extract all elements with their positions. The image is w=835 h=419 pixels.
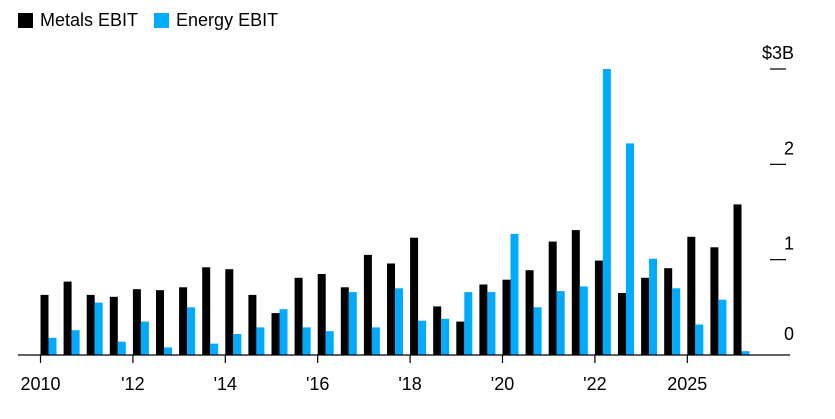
energy-bar-13 [348, 292, 357, 355]
energy-bar-29 [718, 299, 727, 355]
metals-bar-2 [86, 294, 95, 355]
metals-bar-1 [63, 281, 72, 355]
metals-bar-15 [387, 263, 395, 355]
metals-bar-14 [363, 254, 372, 355]
metals-bar-28 [687, 236, 696, 355]
energy-bar-7 [210, 343, 219, 355]
energy-bar-5 [164, 347, 172, 355]
energy-bar-25 [626, 143, 634, 355]
legend-item-metals: Metals EBIT [18, 8, 138, 32]
y-tick-label-1: 1 [784, 234, 794, 254]
metals-bar-3 [109, 296, 118, 355]
energy-bar-26 [649, 258, 658, 355]
metals-bar-22 [548, 241, 557, 355]
metals-bar-16 [410, 237, 419, 355]
energy-bar-11 [302, 327, 311, 355]
x-tick-label-0: 2010 [20, 374, 60, 394]
energy-bar-4 [140, 321, 149, 355]
x-tick-label-2: '14 [214, 374, 237, 394]
energy-bar-12 [325, 331, 334, 355]
energy-bar-28 [695, 324, 704, 355]
energy-bar-19 [487, 292, 496, 355]
legend-label-energy: Energy EBIT [176, 10, 279, 30]
energy-bar-8 [233, 334, 242, 355]
y-tick-label-0: 0 [784, 324, 794, 344]
metals-bar-7 [202, 267, 211, 355]
metals-bar-12 [317, 274, 326, 355]
energy-bar-0 [48, 337, 57, 355]
legend-label-metals: Metals EBIT [40, 10, 139, 30]
metals-bar-11 [294, 277, 303, 355]
energy-bar-30 [741, 351, 750, 355]
energy-bar-16 [418, 320, 427, 355]
metals-bar-27 [664, 268, 673, 355]
energy-bar-14 [371, 327, 380, 355]
metals-bar-4 [132, 289, 141, 355]
energy-bar-21 [533, 307, 542, 355]
metals-bar-24 [594, 260, 603, 355]
metals-bar-26 [641, 277, 650, 355]
energy-bar-9 [256, 327, 265, 355]
metals-bar-19 [479, 284, 488, 355]
x-tick-label-3: '16 [306, 374, 329, 394]
energy-bar-2 [94, 302, 103, 355]
legend-item-energy: Energy EBIT [154, 8, 278, 32]
energy-bar-6 [187, 307, 196, 355]
legend-swatch-metals [18, 12, 33, 28]
metals-bar-29 [710, 247, 719, 355]
metals-bar-10 [271, 313, 280, 355]
y-tick-label-2: 2 [784, 138, 794, 158]
energy-bar-3 [117, 341, 126, 355]
x-tick-label-6: '22 [583, 374, 606, 394]
energy-bar-1 [71, 330, 80, 355]
metals-bar-5 [156, 290, 164, 355]
legend-swatch-energy [154, 12, 170, 28]
metals-bar-8 [225, 269, 234, 355]
metals-bar-9 [248, 294, 257, 355]
x-tick-label-7: 2025 [667, 374, 707, 394]
x-tick-label-4: '18 [398, 374, 421, 394]
energy-bar-23 [579, 286, 588, 355]
y-tick-label-3: $3B [762, 43, 794, 63]
energy-bar-15 [395, 288, 403, 355]
energy-bar-24 [602, 69, 611, 355]
metals-bar-0 [40, 294, 49, 355]
energy-bar-27 [672, 288, 681, 355]
energy-bar-22 [556, 291, 565, 355]
metals-bar-18 [456, 321, 465, 355]
metals-bar-6 [179, 287, 188, 355]
x-tick-label-1: '12 [121, 374, 144, 394]
energy-bar-10 [279, 309, 288, 355]
chart-legend: Metals EBIT Energy EBIT [18, 8, 278, 32]
metals-bar-21 [525, 270, 534, 355]
energy-bar-17 [441, 318, 450, 355]
metals-bar-20 [502, 279, 511, 355]
metals-bar-23 [571, 230, 580, 355]
x-tick-label-5: '20 [491, 374, 514, 394]
metals-bar-17 [433, 306, 442, 355]
metals-bar-13 [340, 287, 349, 355]
energy-bar-18 [464, 292, 473, 355]
metals-bar-25 [618, 293, 626, 355]
energy-bar-20 [510, 233, 519, 355]
metals-bar-30 [733, 204, 742, 355]
